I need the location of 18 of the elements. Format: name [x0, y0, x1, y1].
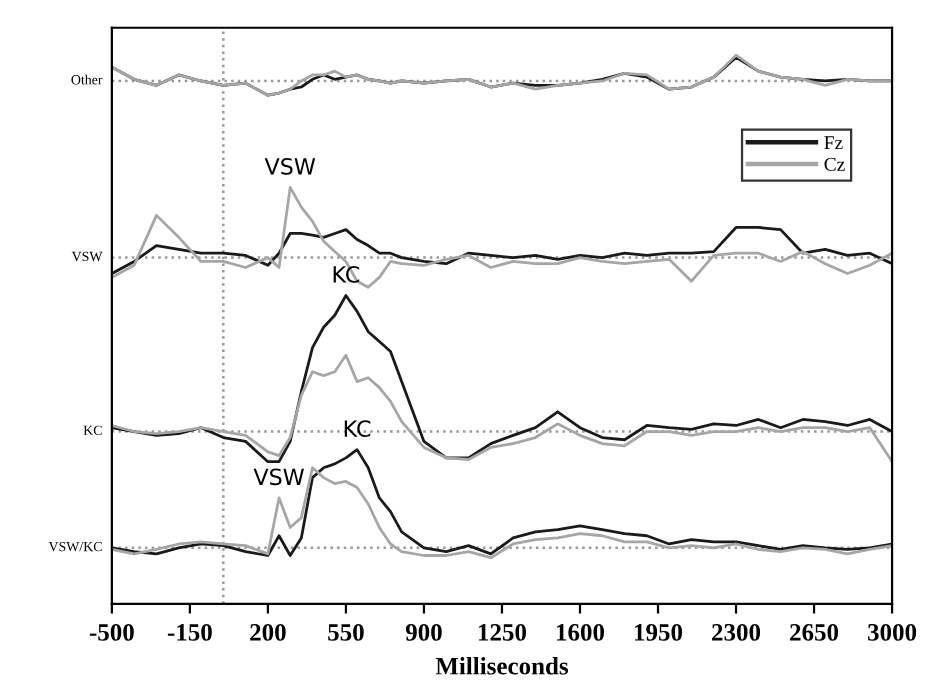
- x-tick-label: 1950: [635, 623, 683, 641]
- x-tick-label: 200: [250, 623, 286, 641]
- x-tick-label: 2650: [790, 623, 839, 641]
- legend-label: Cz: [824, 157, 845, 171]
- annotation: KC: [333, 266, 360, 283]
- x-tick-label: 3000: [868, 623, 917, 641]
- x-axis-title: Milliseconds: [435, 657, 569, 675]
- x-tick-label: 1600: [556, 623, 605, 641]
- annotation: VSW: [264, 157, 316, 175]
- x-tick-label: 900: [405, 623, 442, 641]
- x-tick-label: -150: [167, 623, 212, 641]
- x-tick-label: -500: [89, 623, 134, 641]
- x-tick-label: 1250: [478, 623, 527, 641]
- annotation: VSW: [253, 468, 304, 486]
- x-tick-label: 2300: [712, 623, 761, 641]
- legend-label: Fz: [824, 136, 843, 150]
- x-tick-label: 550: [328, 623, 364, 641]
- annotation: KC: [344, 420, 371, 437]
